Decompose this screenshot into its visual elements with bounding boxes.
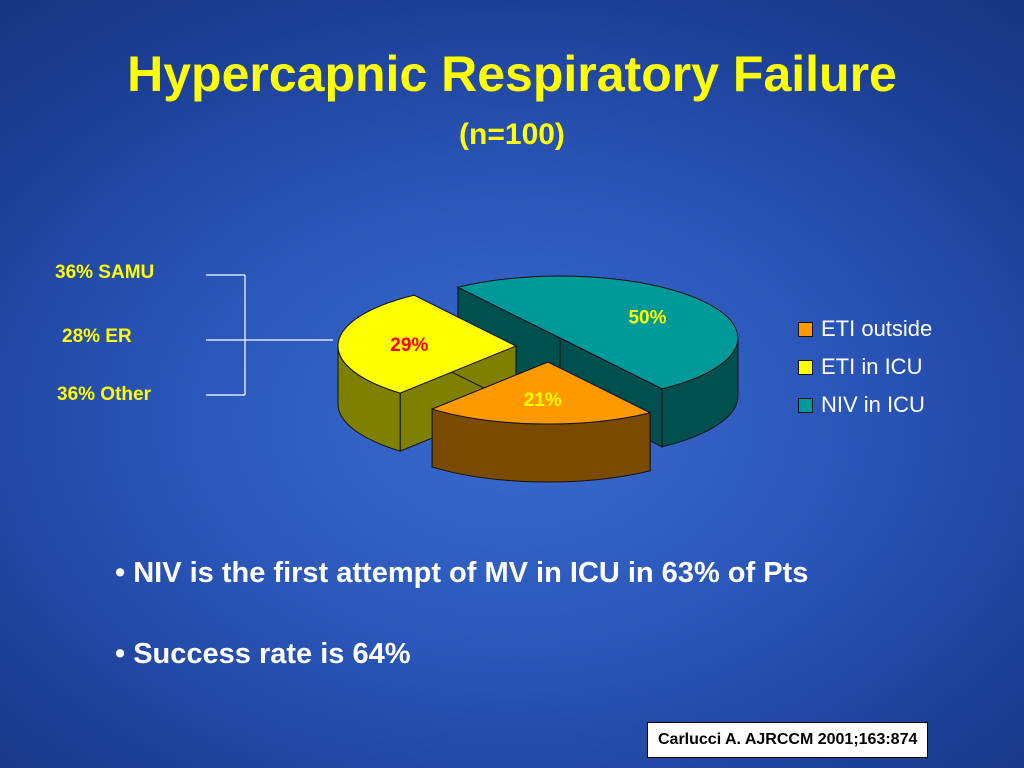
bullet-item: • Success rate is 64% [115,638,411,670]
data-label-eti-outside: 21% [524,390,562,411]
citation-box: Carlucci A. AJRCCM 2001;163:874 [647,722,929,758]
pie-slices [337,275,739,483]
legend-label-eti-in-icu: ETI in ICU [821,354,923,379]
bullet-list: • NIV is the first attempt of MV in ICU … [115,553,808,715]
legend-label-eti-outside: ETI outside [821,316,933,341]
chart-legend: ETI outside ETI in ICU NIV in ICU [798,310,932,424]
slide-subtitle: (n=100) [459,118,565,151]
bullet-item: • NIV is the first attempt of MV in ICU … [115,557,809,589]
pie-data-labels: 50% 29% 21% [390,308,666,411]
legend-swatch-niv-in-icu [798,397,813,413]
side-label-samu: 36% SAMU [55,262,155,283]
legend-swatch-eti-outside [798,321,813,337]
legend-item-niv-in-icu: NIV in ICU [798,386,932,424]
bracket-connector [206,274,333,396]
data-label-niv-in-icu: 50% [628,308,666,329]
pie-slice-top [430,361,652,425]
slide-title: Hypercapnic Respiratory Failure [127,46,897,102]
data-label-eti-in-icu: 29% [390,335,428,356]
pie-slice-top [456,275,739,390]
legend-label-niv-in-icu: NIV in ICU [821,392,925,417]
legend-item-eti-outside: ETI outside [798,310,932,348]
pie-slice-eti-outside [430,361,652,483]
legend-item-eti-in-icu: ETI in ICU [798,348,932,386]
legend-swatch-eti-in-icu [798,359,813,375]
side-label-er: 28% ER [62,326,132,347]
pie-slice-top [337,294,518,394]
side-label-other: 36% Other [57,384,151,405]
